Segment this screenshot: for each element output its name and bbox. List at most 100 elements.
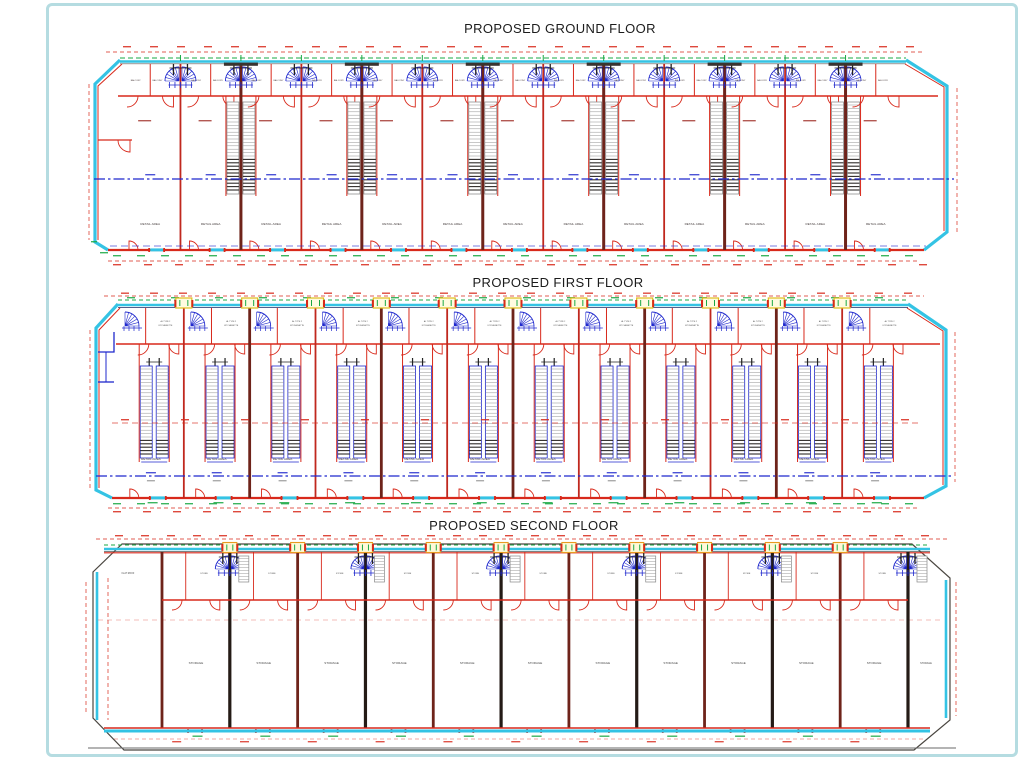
room-label-storage: STORAGE bbox=[324, 661, 339, 665]
room-label-retail-area: RETAIL AREA bbox=[536, 457, 557, 461]
room-label-retail-area: RETAIL AREA bbox=[141, 457, 162, 461]
room-label-balcony: BALCONY bbox=[312, 79, 323, 82]
room-label-balcony: BALCONY bbox=[252, 79, 263, 82]
room-label-retail-area: RETAIL AREA bbox=[470, 457, 491, 461]
room-label-storage: STORAGE bbox=[189, 661, 204, 665]
room-label-unit-type: AL TYPE 2 bbox=[621, 320, 632, 323]
room-label-storage: STORAGE bbox=[596, 661, 611, 665]
room-label-retail-area: RETAIL AREA bbox=[564, 222, 585, 226]
room-label-balcony: BALCONY bbox=[334, 79, 345, 82]
room-label-store: STORE bbox=[472, 573, 480, 575]
second-floor-drawing: FLAT ROOF STORE STORAGE STORE STORAGE STORE ST… bbox=[85, 535, 957, 751]
second-floor-plan: FLAT ROOF STORE STORAGE STORE STORAGE STORE ST… bbox=[85, 535, 957, 751]
room-label-store: STORE bbox=[336, 573, 344, 575]
room-label-balcony: BALCONY bbox=[878, 79, 889, 82]
room-label-kitchenette: KITCHENETTE bbox=[422, 325, 437, 327]
room-label-unit-type: AL TYPE 2 bbox=[753, 320, 764, 323]
room-label-store: STORE bbox=[268, 573, 276, 575]
room-label-balcony: BALCONY bbox=[675, 79, 686, 82]
room-label-retail-area: RETAIL AREA bbox=[503, 222, 524, 226]
room-label-retail-area: RETAIL AREA bbox=[322, 222, 343, 226]
room-label-storage: STORAGE bbox=[256, 661, 271, 665]
page-border bbox=[46, 3, 1018, 757]
first-floor-drawing: AL TYPE 2 KITCHENETTE RETAIL AREA AL TYPE 2… bbox=[89, 292, 956, 513]
room-label-balcony: BALCONY bbox=[153, 79, 164, 82]
room-label-kitchenette: KITCHENETTE bbox=[553, 325, 568, 327]
room-label-balcony: BALCONY bbox=[213, 79, 224, 82]
room-label-unit-type: AL TYPE 2 bbox=[687, 320, 698, 323]
room-label-kitchenette: KITCHENETTE bbox=[883, 325, 898, 327]
room-label-flat-roof: FLAT ROOF bbox=[122, 572, 135, 575]
room-label-unit-type: AL TYPE 2 bbox=[161, 320, 172, 323]
second-floor-title: PROPOSED SECOND FLOOR bbox=[429, 518, 619, 533]
room-label-retail-area: RETAIL AREA bbox=[140, 222, 161, 226]
room-label-unit-type: AL TYPE 2 bbox=[424, 320, 435, 323]
room-label-kitchenette: KITCHENETTE bbox=[356, 325, 371, 327]
room-label-retail-area: RETAIL AREA bbox=[668, 457, 689, 461]
room-label-retail-area: RETAIL AREA bbox=[799, 457, 820, 461]
room-label-store: STORE bbox=[743, 573, 751, 575]
room-label-storage: STORAGE bbox=[528, 661, 543, 665]
room-label-balcony: BALCONY bbox=[757, 79, 768, 82]
room-label-retail-area: RETAIL AREA bbox=[602, 457, 623, 461]
room-label-retail-area: RETAIL AREA bbox=[207, 457, 228, 461]
room-label-balcony: BALCONY bbox=[576, 79, 587, 82]
room-label-retail-area: RETAIL AREA bbox=[443, 222, 464, 226]
room-label-unit-type: AL TYPE 2 bbox=[819, 320, 830, 323]
room-label-balcony: BALCONY bbox=[131, 79, 142, 82]
room-label-balcony: BALCONY bbox=[636, 79, 647, 82]
room-label-kitchenette: KITCHENETTE bbox=[619, 325, 634, 327]
room-label-retail-area: RETAIL AREA bbox=[339, 457, 360, 461]
room-label-retail-area: RETAIL AREA bbox=[404, 457, 425, 461]
room-label-store: STORE bbox=[200, 573, 208, 575]
ground-floor-title: PROPOSED GROUND FLOOR bbox=[464, 21, 656, 36]
room-label-retail-area: RETAIL AREA bbox=[866, 222, 887, 226]
room-label-balcony: BALCONY bbox=[818, 79, 829, 82]
ground-floor-drawing: BALCONY BALCONY RETAIL AREA BALCONY BALCONY R… bbox=[88, 46, 958, 266]
room-label-balcony: BALCONY bbox=[515, 79, 526, 82]
room-label-balcony: BALCONY bbox=[433, 79, 444, 82]
room-label-retail-area: RETAIL AREA bbox=[273, 457, 294, 461]
room-label-store: STORE bbox=[404, 573, 412, 575]
room-label-kitchenette: KITCHENETTE bbox=[751, 325, 766, 327]
room-label-unit-type: AL TYPE 2 bbox=[490, 320, 501, 323]
room-label-store: STORE bbox=[878, 573, 886, 575]
room-label-balcony: BALCONY bbox=[856, 79, 867, 82]
room-label-kitchenette: KITCHENETTE bbox=[685, 325, 700, 327]
room-label-store: STORE bbox=[607, 573, 615, 575]
room-label-balcony: BALCONY bbox=[796, 79, 807, 82]
room-label-retail-area: RETAIL AREA bbox=[745, 222, 766, 226]
room-label-kitchenette: KITCHENETTE bbox=[224, 325, 239, 327]
room-label-retail-area: RETAIL AREA bbox=[261, 222, 282, 226]
room-label-unit-type: AL TYPE 2 bbox=[885, 320, 896, 323]
room-label-store: STORE bbox=[675, 573, 683, 575]
room-label-retail-area: RETAIL AREA bbox=[685, 222, 706, 226]
room-label-unit-type: AL TYPE 2 bbox=[556, 320, 567, 323]
room-label-balcony: BALCONY bbox=[273, 79, 284, 82]
room-label-kitchenette: KITCHENETTE bbox=[488, 325, 503, 327]
room-label-retail-area: RETAIL AREA bbox=[865, 457, 886, 461]
room-label-retail-area: RETAIL AREA bbox=[201, 222, 222, 226]
room-label-balcony: BALCONY bbox=[735, 79, 746, 82]
room-label-kitchenette: KITCHENETTE bbox=[290, 325, 305, 327]
first-floor-plan: AL TYPE 2 KITCHENETTE RETAIL AREA AL TYPE 2… bbox=[89, 292, 956, 513]
room-label-unit-type: AL TYPE 2 bbox=[226, 320, 237, 323]
room-label-storage: STORAGE bbox=[392, 661, 407, 665]
room-label-balcony: BALCONY bbox=[614, 79, 625, 82]
room-label-store: STORE bbox=[539, 573, 547, 575]
room-label-retail-area: RETAIL AREA bbox=[624, 222, 645, 226]
room-label-retail-area: RETAIL AREA bbox=[734, 457, 755, 461]
room-label-retail-area: RETAIL AREA bbox=[382, 222, 403, 226]
room-label-unit-type: AL TYPE 2 bbox=[292, 320, 303, 323]
room-label-storage: STORAGE bbox=[731, 661, 746, 665]
room-label-kitchenette: KITCHENETTE bbox=[817, 325, 832, 327]
room-label-balcony: BALCONY bbox=[455, 79, 466, 82]
room-label-retail-area: RETAIL AREA bbox=[806, 222, 827, 226]
first-floor-title: PROPOSED FIRST FLOOR bbox=[472, 275, 644, 290]
room-label-balcony: BALCONY bbox=[373, 79, 384, 82]
room-label-balcony: BALCONY bbox=[394, 79, 405, 82]
room-label-storage: STORAGE bbox=[460, 661, 475, 665]
room-label-storage: STORAGE bbox=[867, 661, 882, 665]
ground-floor-plan: BALCONY BALCONY RETAIL AREA BALCONY BALCONY R… bbox=[88, 46, 958, 266]
room-label-storage: STORAGE bbox=[920, 662, 932, 665]
